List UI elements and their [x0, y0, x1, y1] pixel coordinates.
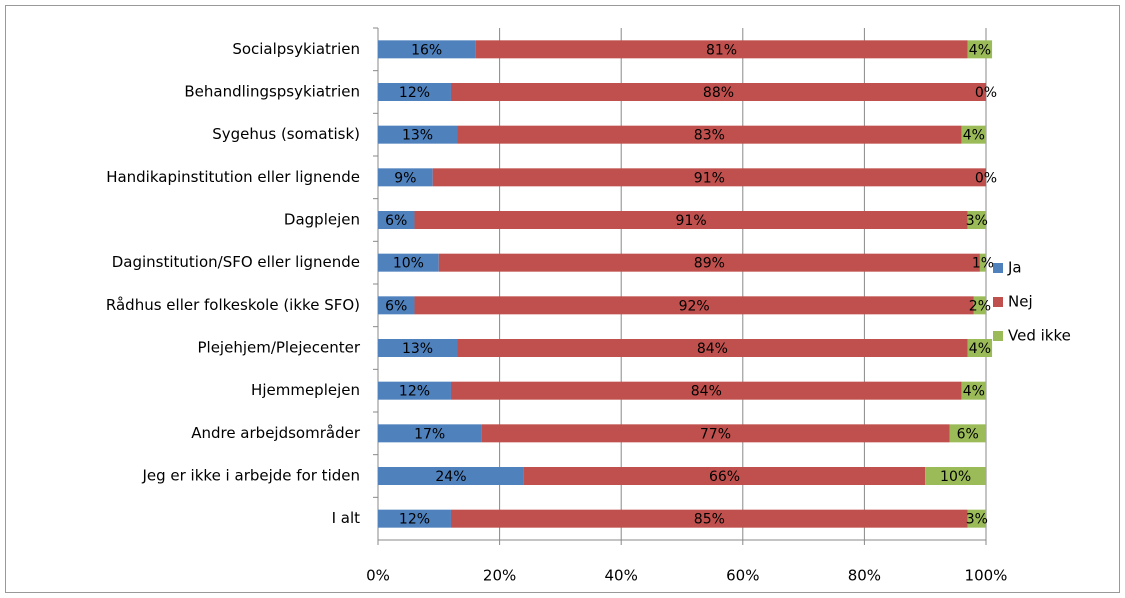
value-label: 83%: [694, 128, 725, 144]
bar-segment: [450, 381, 962, 400]
bar-segment: [378, 125, 458, 144]
bar-segment: [378, 168, 433, 187]
x-tick-label: 100%: [965, 567, 1008, 585]
bar-segment: [414, 296, 974, 315]
bar-segment: [378, 509, 451, 528]
value-label: 6%: [385, 213, 407, 229]
value-label: 3%: [966, 512, 988, 528]
value-label: 92%: [679, 298, 710, 314]
value-label: 91%: [694, 170, 725, 186]
value-label: 84%: [697, 341, 728, 357]
value-label: 9%: [394, 170, 416, 186]
bar-segment: [378, 253, 439, 272]
bar-segment: [457, 125, 962, 144]
legend-label: Ved ikke: [1008, 327, 1071, 345]
x-tick-label: 60%: [726, 567, 759, 585]
bar-segment: [378, 467, 524, 485]
y-tick-label: Dagplejen: [284, 211, 360, 229]
value-label: 12%: [399, 85, 430, 101]
value-label: 4%: [969, 341, 991, 357]
bar-segment: [973, 296, 986, 315]
value-label: 2%: [969, 298, 991, 314]
bar-segment: [450, 83, 987, 101]
bar-segment: [967, 339, 993, 357]
bar-segment: [979, 253, 986, 272]
bar-segment: [523, 467, 926, 485]
y-tick-label: Daginstitution/SFO eller lignende: [112, 253, 360, 271]
bar-segment: [378, 40, 476, 59]
bar-segment: [949, 424, 986, 443]
bar-segment: [961, 381, 986, 400]
value-label: 6%: [957, 426, 979, 442]
bar-segment: [925, 467, 986, 485]
legend-swatch: [993, 297, 1003, 307]
bar-segment: [961, 125, 986, 144]
legend-label: Nej: [1008, 293, 1033, 311]
y-tick-label: Hjemmeplejen: [251, 381, 360, 399]
value-label: 13%: [402, 128, 433, 144]
bar-segment: [378, 296, 415, 315]
bar-segment: [432, 168, 987, 187]
legend-swatch: [993, 263, 1003, 273]
value-label: 1%: [972, 256, 994, 272]
bar-segment: [457, 339, 968, 357]
value-label: 81%: [706, 42, 737, 58]
y-tick-label: Jeg er ikke i arbejde for tiden: [141, 467, 360, 485]
bar-segment: [378, 424, 482, 443]
value-label: 13%: [402, 341, 433, 357]
y-tick-label: Andre arbejdsområder: [191, 424, 361, 442]
value-label: 12%: [399, 512, 430, 528]
value-label: 89%: [694, 256, 725, 272]
value-label: 17%: [414, 426, 445, 442]
bar-segment: [378, 381, 451, 400]
value-label: 16%: [411, 42, 442, 58]
bar-segment: [378, 211, 415, 229]
value-label: 88%: [703, 85, 734, 101]
value-label: 85%: [694, 512, 725, 528]
y-tick-label: Sygehus (somatisk): [212, 125, 360, 143]
bar-segment: [481, 424, 950, 443]
value-label: 4%: [969, 42, 991, 58]
value-label: 10%: [940, 469, 971, 485]
y-tick-label: Handikapinstitution eller lignende: [106, 168, 360, 186]
value-label: 0%: [975, 85, 997, 101]
value-label: 3%: [966, 213, 988, 229]
value-label: 4%: [963, 384, 985, 400]
value-label: 4%: [963, 128, 985, 144]
value-label: 84%: [691, 384, 722, 400]
value-label: 24%: [435, 469, 466, 485]
value-label: 91%: [676, 213, 707, 229]
value-label: 6%: [385, 298, 407, 314]
bar-segment: [378, 339, 458, 357]
bar-segment: [414, 211, 968, 229]
x-tick-label: 40%: [605, 567, 638, 585]
y-tick-label: I alt: [332, 509, 361, 527]
bar-segment: [438, 253, 980, 272]
bar-segment: [967, 211, 986, 229]
value-label: 12%: [399, 384, 430, 400]
y-tick-label: Rådhus eller folkeskole (ikke SFO): [106, 296, 360, 314]
value-label: 10%: [393, 256, 424, 272]
value-label: 77%: [700, 426, 731, 442]
bar-segment: [475, 40, 968, 59]
bar-segment: [967, 509, 986, 528]
y-tick-label: Plejehjem/Plejecenter: [197, 339, 360, 357]
bar-segment: [450, 509, 968, 528]
y-tick-label: Socialpsykiatrien: [232, 40, 360, 58]
x-tick-label: 80%: [848, 567, 881, 585]
x-tick-label: 0%: [366, 567, 390, 585]
y-tick-label: Behandlingspsykiatrien: [184, 83, 360, 101]
bar-segment: [378, 83, 451, 101]
x-tick-label: 20%: [483, 567, 516, 585]
value-label: 0%: [975, 170, 997, 186]
legend-swatch: [993, 331, 1003, 341]
value-label: 66%: [709, 469, 740, 485]
bar-segment: [967, 40, 993, 59]
legend-label: Ja: [1007, 259, 1022, 277]
